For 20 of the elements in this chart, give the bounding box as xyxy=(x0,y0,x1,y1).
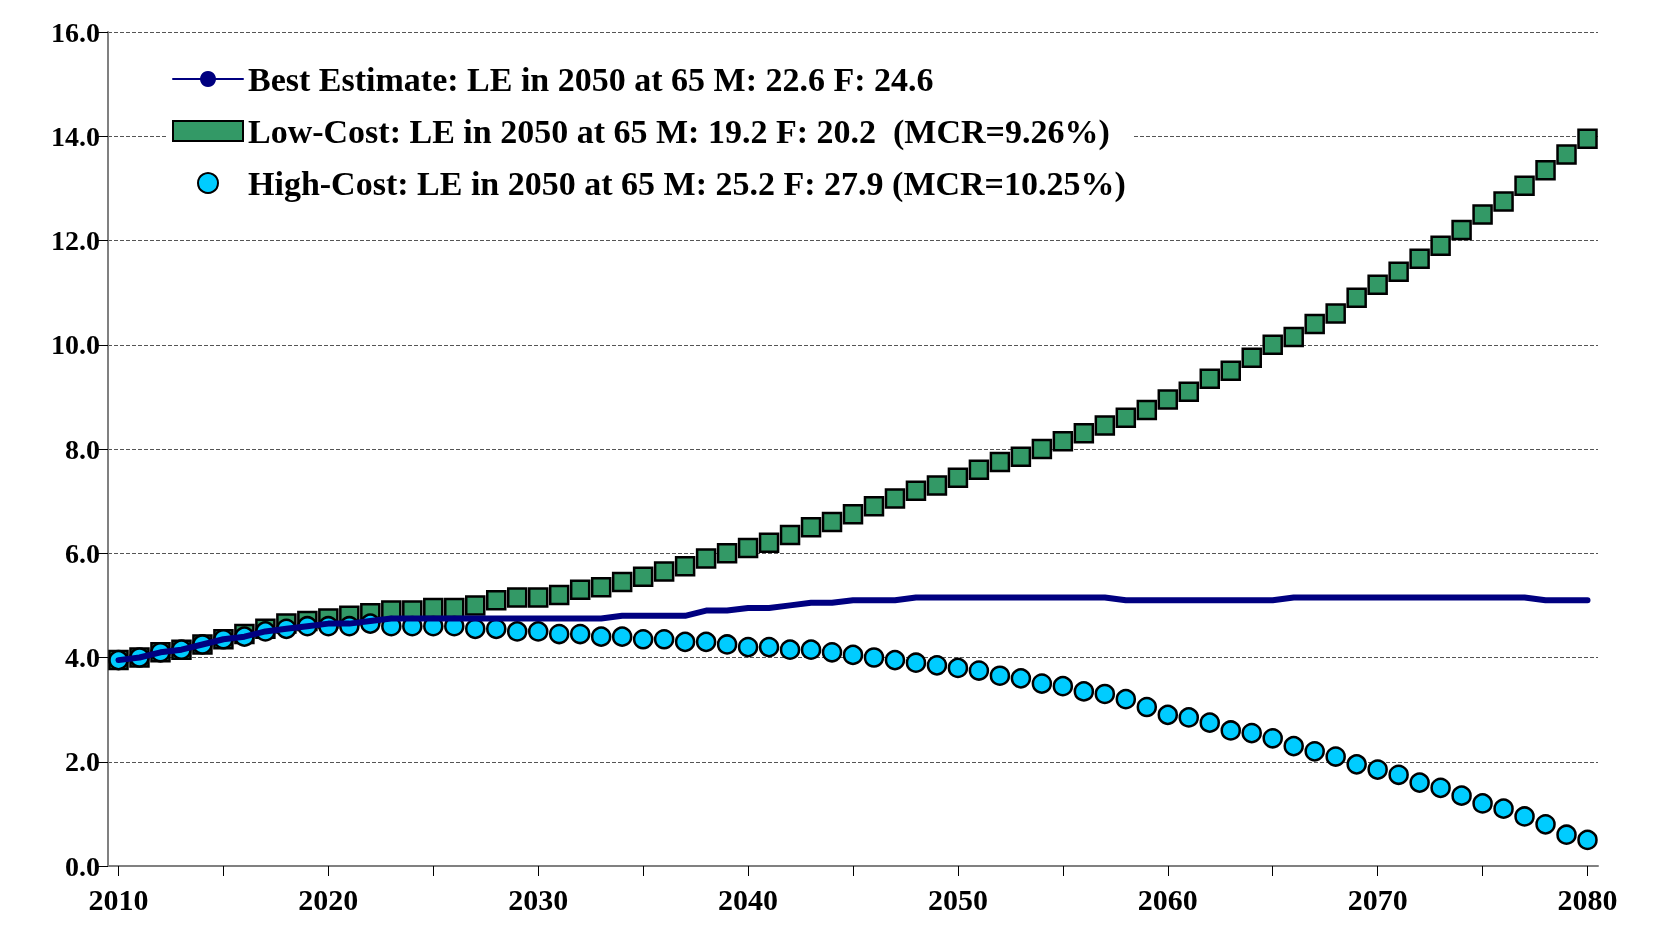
y-tick-label: 6.0 xyxy=(65,537,100,569)
y-tick-label: 4.0 xyxy=(65,642,100,673)
x-tick-label: 2010 xyxy=(88,882,149,916)
y-tick-label: 14.0 xyxy=(51,120,100,152)
y-tick-label: 2.0 xyxy=(65,746,100,778)
y-tick-label: 16.0 xyxy=(51,16,100,48)
legend-label: High-Cost: LE in 2050 at 65 M: 25.2 F: 27.9 (MCR=10.25%) xyxy=(248,164,1126,203)
x-tick-label: 2060 xyxy=(1137,882,1198,916)
x-tick-label: 2040 xyxy=(718,882,779,916)
legend-label: Low-Cost: LE in 2050 at 65 M: 19.2 F: 20.2 (MCR=9.26%) xyxy=(248,112,1110,151)
y-tick-label: 8.0 xyxy=(65,433,100,465)
x-tick-label: 2070 xyxy=(1347,882,1408,916)
x-tick-label: 2020 xyxy=(298,882,359,916)
y-tick-label: 10.0 xyxy=(51,329,100,361)
y-tick-label: 12.0 xyxy=(51,225,100,256)
x-tick-label: 2080 xyxy=(1557,882,1618,916)
x-tick-label: 2050 xyxy=(927,882,988,916)
x-tick-label: 2030 xyxy=(508,882,569,916)
y-tick-label: 0.0 xyxy=(65,850,100,882)
legend-label: Best Estimate: LE in 2050 at 65 M: 22.6 F: 24.6 xyxy=(248,60,934,98)
